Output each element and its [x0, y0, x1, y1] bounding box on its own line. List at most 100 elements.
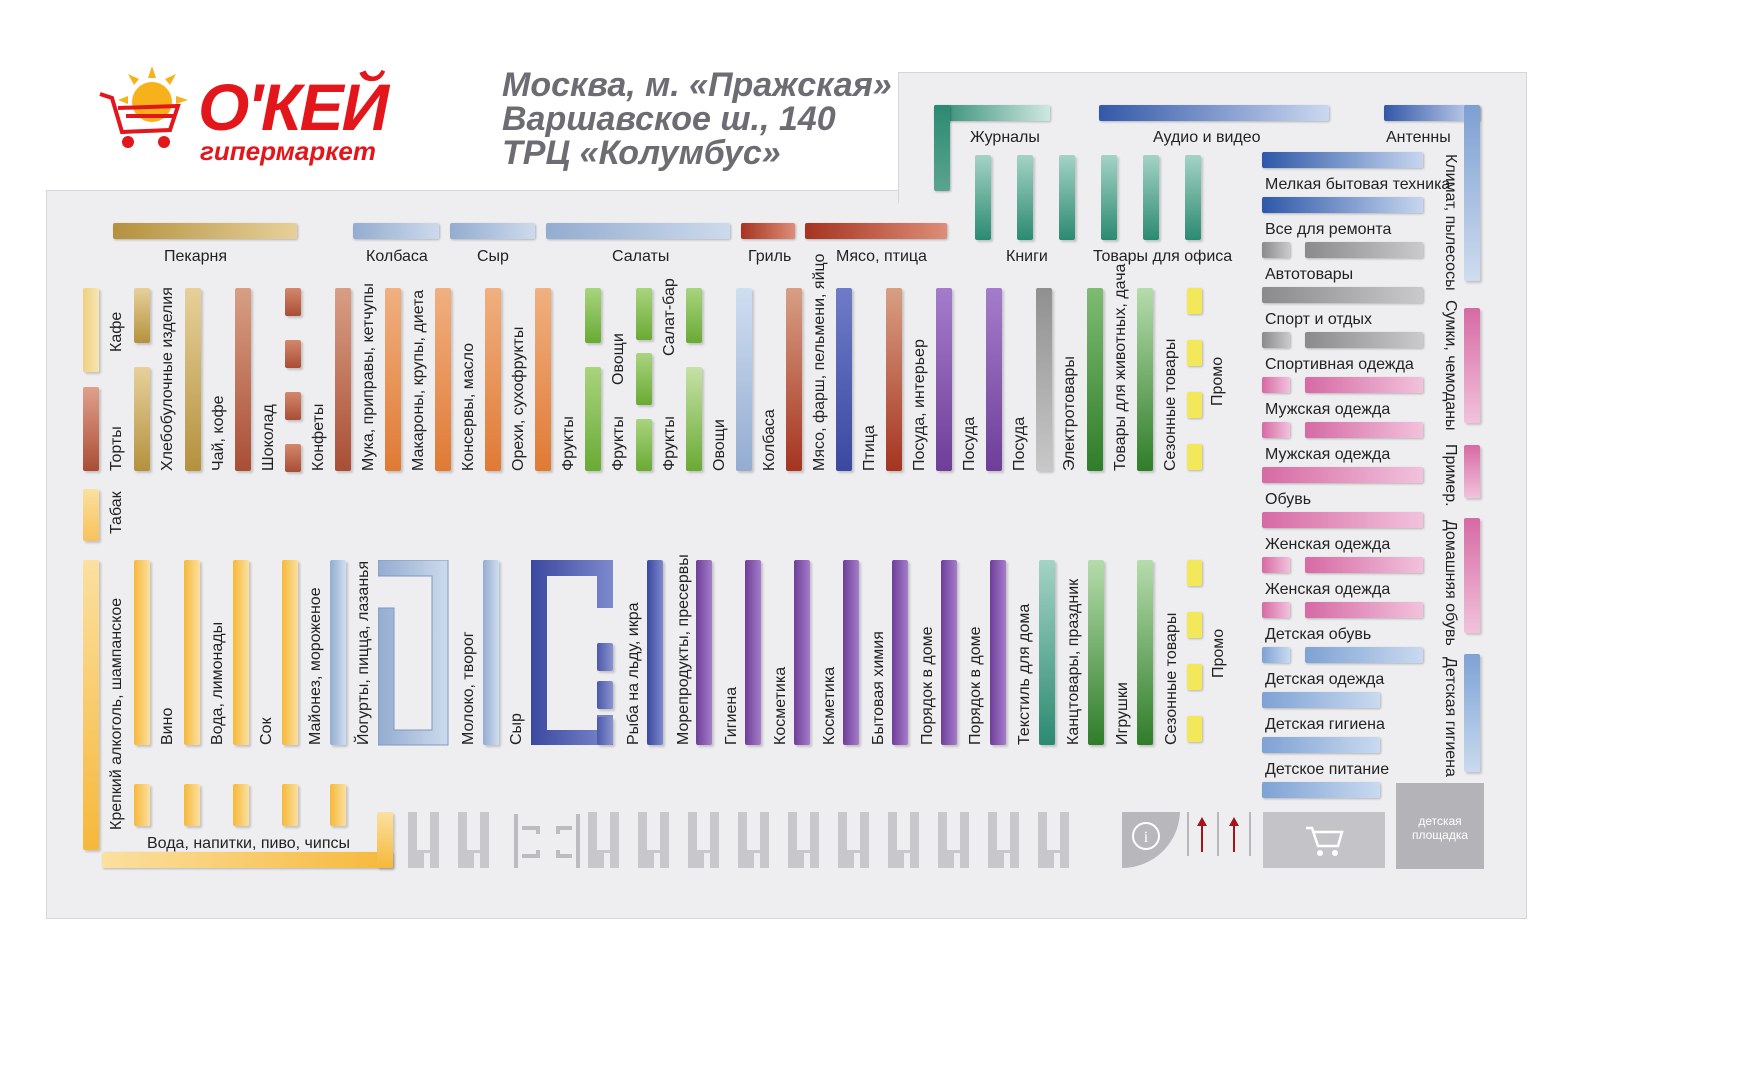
label-kids-hygiene-v: Детская гигиена — [1442, 657, 1459, 777]
label-seafood: Морепродукты, пресервы — [675, 554, 692, 745]
label-bags: Сумки, чемоданы — [1442, 300, 1459, 431]
shelf-small-appliances-top — [1262, 152, 1423, 168]
shelf-pets — [1137, 288, 1153, 471]
label-poultry: Птица — [861, 425, 878, 471]
shelf-shoes — [1262, 512, 1423, 528]
label-repair: Все для ремонта — [1265, 221, 1392, 238]
label-tobacco: Табак — [108, 491, 125, 534]
shelf-cosmetics-1 — [794, 560, 810, 745]
label-nuts: Орехи, сухофрукты — [510, 326, 527, 471]
shelf-stationery — [1088, 560, 1104, 745]
shelf-promo-2d — [1187, 716, 1202, 742]
shelf-dishes-1 — [986, 288, 1002, 471]
label-toys: Игрушки — [1114, 682, 1131, 745]
label-audio-video: Аудио и видео — [1153, 129, 1261, 146]
shelf-womenswear-1a — [1262, 557, 1290, 573]
shelf-menswear-2 — [1262, 467, 1423, 483]
label-fruits-3: Фрукты — [661, 416, 678, 471]
shelf-repair-a — [1262, 242, 1290, 258]
label-magazines: Журналы — [970, 129, 1040, 146]
shelf-menswear-1a — [1262, 422, 1290, 438]
shelf-kids-clothes — [1262, 692, 1380, 708]
shelf-climate — [1464, 105, 1480, 281]
label-womenswear-2: Женская одежда — [1265, 581, 1391, 598]
shelf-home-shoes — [1464, 518, 1480, 633]
label-order-2: Порядок в доме — [967, 626, 984, 745]
checkout-lanes — [408, 812, 1069, 868]
label-menswear-1: Мужская одежда — [1265, 401, 1391, 418]
shelf-womenswear-2b — [1305, 602, 1423, 618]
info-icon[interactable]: i — [1122, 812, 1182, 870]
label-flour: Мука, приправы, кетчупы — [360, 283, 377, 471]
floor-annex — [898, 72, 1527, 203]
shelf-chocolate-2 — [285, 340, 301, 368]
shelf-fitting — [1464, 445, 1480, 498]
shelf-cakes — [83, 387, 99, 471]
label-cosmetics-1: Косметика — [772, 666, 789, 745]
shelf-juice — [233, 560, 249, 745]
label-books: Книги — [1006, 248, 1048, 265]
shelf-canned — [485, 288, 501, 471]
shelf-auto — [1262, 287, 1423, 303]
shelf-wine — [134, 560, 150, 745]
shelf-electronics — [1087, 288, 1103, 471]
label-pets: Товары для животных, дача — [1112, 263, 1129, 471]
shelf-fruits-2 — [636, 419, 652, 471]
label-grill: Гриль — [748, 248, 792, 265]
label-office: Товары для офиса — [1093, 248, 1233, 265]
label-vegetables-1: Овощи — [610, 333, 627, 385]
label-meat-mince: Мясо, фарш, пельмени, яйцо — [811, 253, 828, 471]
shelf-meat — [805, 223, 947, 239]
label-cheese-row: Сыр — [508, 713, 525, 745]
shelf-bakery — [113, 223, 297, 239]
shelf-fruits-3 — [686, 367, 702, 471]
label-kids-food: Детское питание — [1265, 761, 1390, 778]
label-fish: Рыба на льду, икра — [625, 602, 642, 745]
shelf-bags — [1464, 308, 1480, 423]
label-sausage-row: Колбаса — [761, 409, 778, 471]
shelf-promo-1d — [1187, 444, 1202, 470]
shelf-drinks-bottom-corner — [377, 812, 393, 868]
label-salad-bar: Салат-бар — [661, 278, 678, 356]
shelf-books-1 — [975, 155, 991, 240]
shelf-repair-b — [1305, 242, 1423, 258]
label-cakes: Торты — [108, 426, 125, 471]
fridge-drinks-5 — [330, 784, 346, 826]
shelf-fish-c — [597, 717, 613, 745]
label-hygiene: Гигиена — [723, 686, 740, 745]
shelf-alcohol — [83, 560, 99, 850]
shelf-veg-1a — [636, 288, 652, 340]
label-womenswear-1: Женская одежда — [1265, 536, 1391, 553]
label-cosmetics-2: Косметика — [821, 666, 838, 745]
label-cafe: Кафе — [108, 311, 125, 352]
shelf-tobacco — [83, 489, 99, 541]
label-sportswear: Спортивная одежда — [1265, 356, 1414, 373]
shelf-chemicals — [892, 560, 908, 745]
shelf-cafe-left — [83, 288, 99, 372]
shelf-fish-b — [597, 681, 613, 709]
fridge-drinks-2 — [184, 784, 200, 826]
entrance-arrow-icon — [1187, 812, 1251, 856]
label-milk: Молоко, творог — [460, 631, 477, 745]
shelf-fruits-1b — [585, 367, 601, 471]
shelf-chocolate-4 — [285, 444, 301, 472]
shelf-sportswear-a — [1262, 377, 1290, 393]
shelf-grill — [741, 223, 795, 239]
shelf-kids-hygiene — [1262, 737, 1380, 753]
shelf-promo-2a — [1187, 560, 1202, 586]
label-menswear-2: Мужская одежда — [1265, 446, 1391, 463]
shelf-cosmetics-2 — [843, 560, 859, 745]
shelf-kids-shoes-a — [1262, 647, 1290, 663]
shelf-dishes-interior — [936, 288, 952, 471]
shelf-salad-bar — [686, 288, 702, 343]
shelf-sausage-row — [786, 288, 802, 471]
sun-icon — [99, 66, 188, 148]
shelf-magazines-v — [934, 105, 950, 191]
label-dishes-1: Посуда — [961, 416, 978, 471]
shelf-womenswear-2a — [1262, 602, 1290, 618]
shelf-milk — [483, 560, 499, 745]
shelf-water — [184, 560, 200, 745]
label-pasta: Макароны, крупы, диета — [410, 289, 427, 471]
label-kids-shoes: Детская обувь — [1265, 626, 1372, 643]
label-electronics: Электротовары — [1061, 356, 1078, 471]
